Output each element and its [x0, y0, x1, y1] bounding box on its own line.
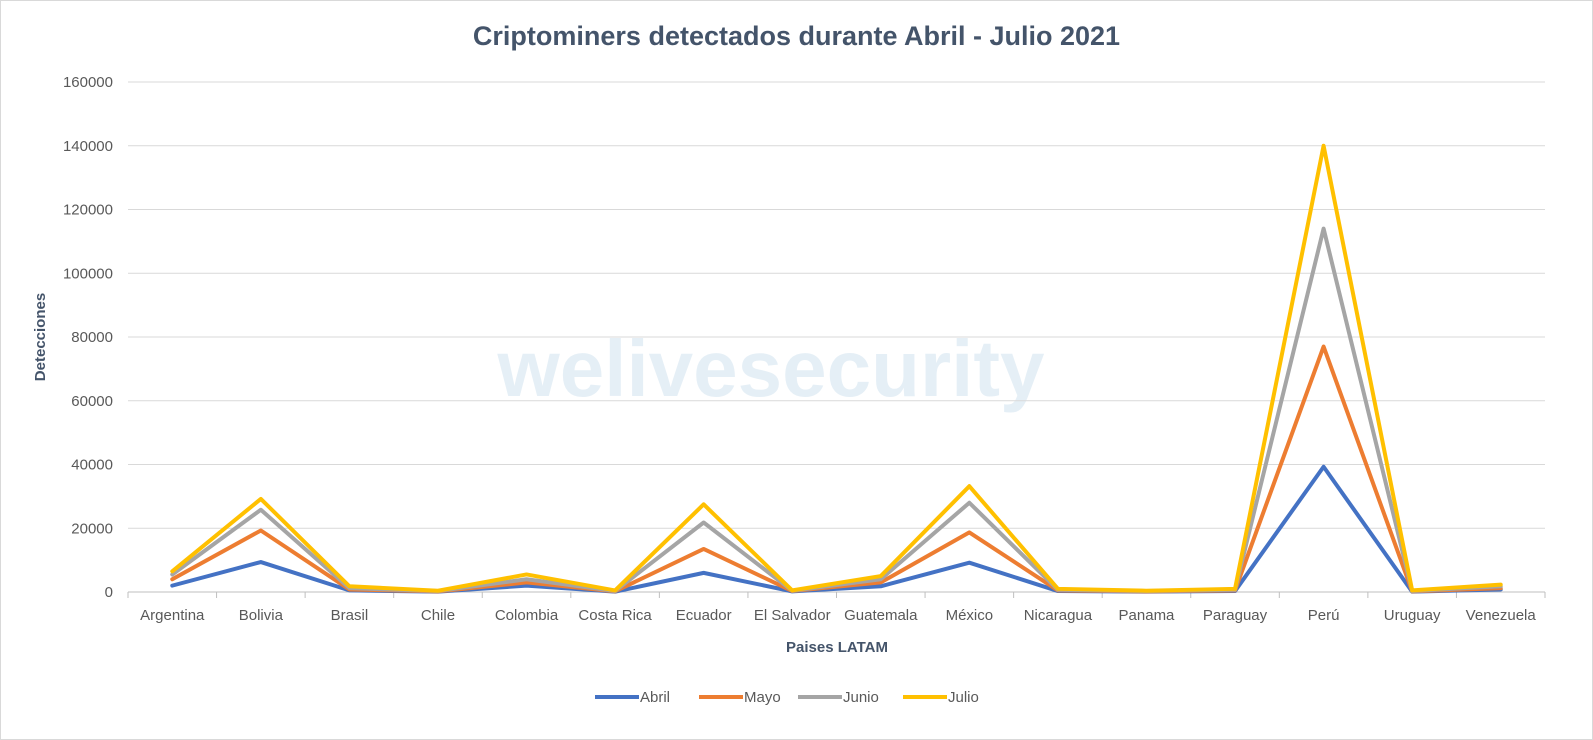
x-axis-label: Paises LATAM	[786, 639, 888, 656]
legend-label: Junio	[843, 689, 879, 706]
y-axis-label: Detecciones	[32, 293, 49, 381]
y-tick-label: 0	[105, 584, 113, 601]
y-tick-label: 60000	[71, 393, 113, 410]
series-line-abril	[170, 464, 1503, 594]
y-tick-label: 20000	[71, 520, 113, 537]
x-tick-label: Colombia	[495, 607, 559, 624]
x-tick-label: Argentina	[140, 607, 205, 624]
legend-label: Mayo	[744, 689, 781, 706]
x-tick-label: Guatemala	[844, 607, 918, 624]
x-tick-label: Panama	[1119, 607, 1176, 624]
y-tick-label: 100000	[63, 265, 113, 282]
y-tick-label: 120000	[63, 202, 113, 219]
x-tick-label: El Salvador	[754, 607, 831, 624]
x-tick-label: Chile	[421, 607, 455, 624]
x-tick-label: Nicaragua	[1024, 607, 1093, 624]
legend-label: Julio	[948, 689, 979, 706]
x-tick-label: Perú	[1308, 607, 1340, 624]
series-line-julio	[170, 143, 1503, 593]
x-tick-label: Paraguay	[1203, 607, 1268, 624]
x-tick-label: Bolivia	[239, 607, 284, 624]
y-tick-label: 160000	[63, 74, 113, 91]
watermark: welivesecurity	[497, 324, 1046, 413]
chart-title: Criptominers detectados durante Abril - …	[472, 21, 1121, 51]
y-tick-label: 80000	[71, 329, 113, 346]
x-tick-label: Uruguay	[1384, 607, 1441, 624]
y-tick-label: 140000	[63, 138, 113, 155]
x-tick-label: México	[946, 607, 994, 624]
legend-label: Abril	[640, 689, 670, 706]
x-tick-label: Costa Rica	[578, 607, 652, 624]
x-tick-label: Venezuela	[1466, 607, 1537, 624]
x-tick-label: Ecuador	[676, 607, 732, 624]
y-tick-label: 40000	[71, 457, 113, 474]
x-tick-label: Brasil	[331, 607, 369, 624]
